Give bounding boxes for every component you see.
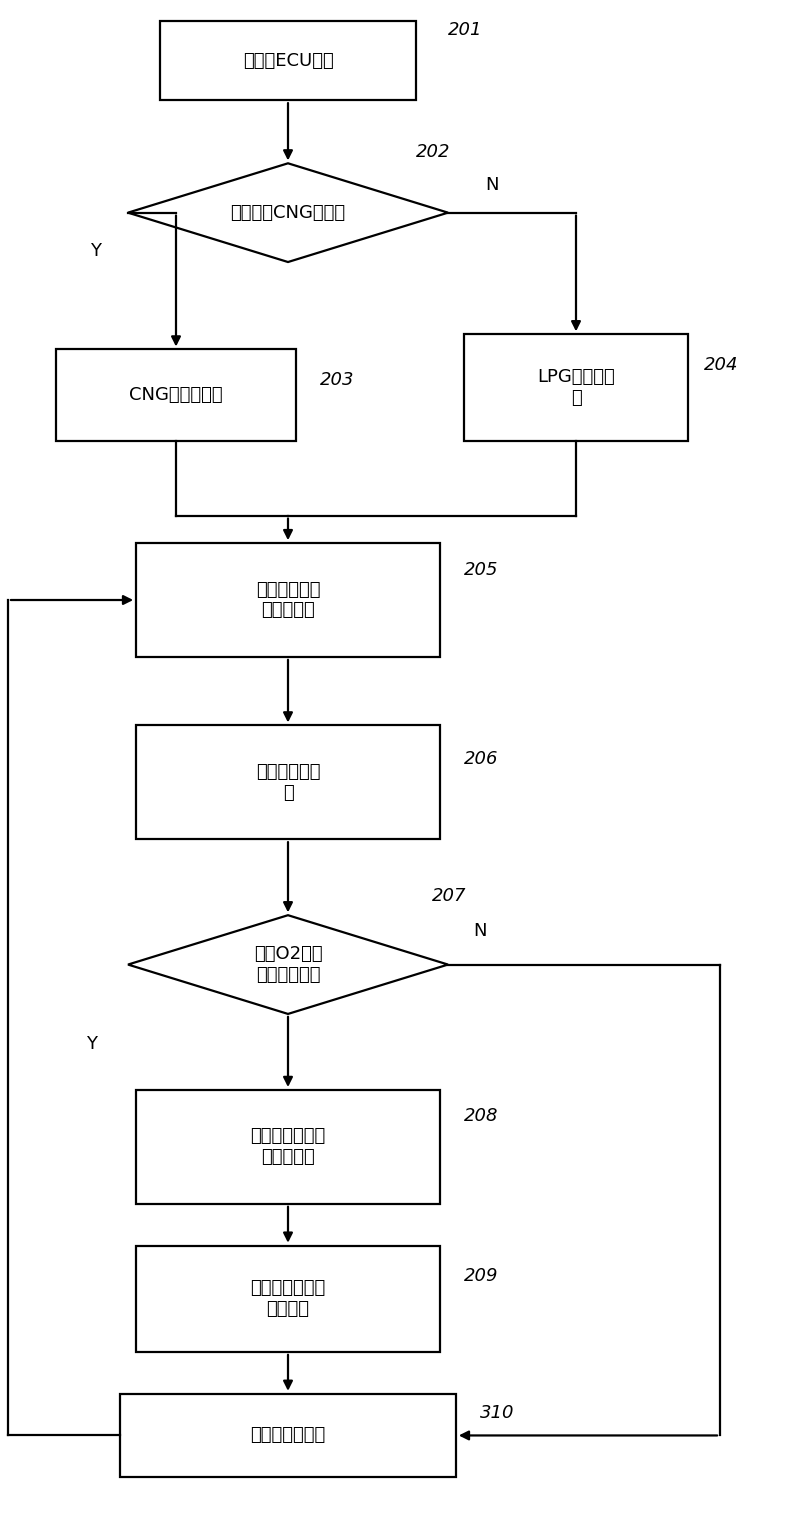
Text: 203: 203 <box>320 371 354 389</box>
Text: 204: 204 <box>704 355 738 374</box>
Text: 计算点火提前
角: 计算点火提前 角 <box>256 763 320 802</box>
Polygon shape <box>128 164 448 261</box>
Bar <box>464 334 688 441</box>
Bar <box>136 544 440 656</box>
Text: Y: Y <box>86 1036 98 1053</box>
Text: CNG电磁阀通电: CNG电磁阀通电 <box>129 386 223 404</box>
Text: Y: Y <box>90 242 102 260</box>
Text: 201: 201 <box>448 21 482 39</box>
Text: 闭环执行器达到
目标位置: 闭环执行器达到 目标位置 <box>250 1279 326 1318</box>
Text: 208: 208 <box>464 1107 498 1126</box>
Bar <box>160 21 416 100</box>
Text: 207: 207 <box>432 887 466 905</box>
Text: 达到理想空燃比: 达到理想空燃比 <box>250 1426 326 1445</box>
Bar <box>136 726 440 838</box>
Text: 202: 202 <box>416 143 450 161</box>
Text: N: N <box>486 176 498 194</box>
Text: 氧信号及其他
各信号采集: 氧信号及其他 各信号采集 <box>256 580 320 620</box>
Text: 205: 205 <box>464 561 498 579</box>
Text: 310: 310 <box>480 1404 514 1422</box>
Bar <box>120 1394 456 1476</box>
Bar <box>136 1091 440 1203</box>
Bar <box>56 349 296 441</box>
Text: LPG电磁阀通
电: LPG电磁阀通 电 <box>537 368 615 407</box>
Text: 判断O2是否
达到闭环条件: 判断O2是否 达到闭环条件 <box>254 945 322 984</box>
Text: 是否采用CNG燃料料: 是否采用CNG燃料料 <box>230 204 346 222</box>
Bar <box>136 1246 440 1352</box>
Text: 206: 206 <box>464 750 498 769</box>
Text: N: N <box>474 922 486 940</box>
Text: 双燃料ECU通电: 双燃料ECU通电 <box>242 52 334 70</box>
Polygon shape <box>128 914 448 1015</box>
Text: 计算闭环执行器
的步进角度: 计算闭环执行器 的步进角度 <box>250 1127 326 1167</box>
Text: 209: 209 <box>464 1267 498 1285</box>
